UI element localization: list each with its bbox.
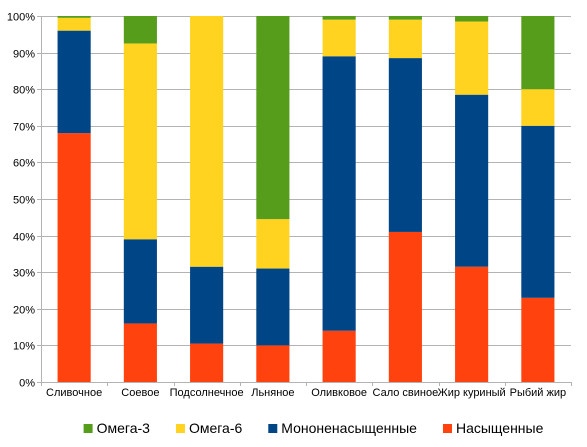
legend-item: Мононенасыщенные: [268, 420, 417, 436]
x-category-label: Оливковое: [311, 387, 367, 399]
bar-segment: [388, 231, 422, 382]
legend-item: Омега-6: [175, 420, 243, 436]
bar-segment: [322, 330, 356, 382]
bar-segment: [455, 266, 489, 382]
bar-segment: [521, 89, 555, 126]
bar-segment: [190, 266, 224, 344]
gridlines: [41, 16, 571, 383]
bar-segment: [57, 16, 91, 18]
legend-swatch: [442, 424, 452, 433]
y-tick-label: 70%: [13, 122, 35, 134]
y-tick-label: 0%: [19, 378, 35, 390]
y-tick-label: 20%: [13, 305, 35, 317]
x-category-label: Сливочное: [46, 387, 102, 399]
bar-segment: [57, 133, 91, 382]
y-tick-label: 90%: [13, 49, 35, 61]
bar-segment: [388, 58, 422, 232]
bar-segment: [123, 323, 157, 382]
legend-item: Насыщенные: [442, 420, 544, 436]
legend-label: Омега-6: [189, 420, 243, 436]
bar-segment: [123, 43, 157, 240]
legend-label: Мононенасыщенные: [281, 420, 417, 436]
bar-segment: [455, 16, 489, 22]
bar-segment: [322, 16, 356, 20]
y-tick-label: 80%: [13, 85, 35, 97]
bar-segment: [57, 17, 91, 31]
legend-swatch: [83, 424, 93, 433]
bar-segment: [123, 239, 157, 324]
x-category-label: Жир куриный: [438, 387, 506, 399]
bars: [57, 16, 555, 382]
x-category-label: Подсолнечное: [170, 387, 244, 399]
x-category-label: Соевое: [121, 387, 159, 399]
legend-label: Насыщенные: [456, 420, 544, 436]
y-tick-label: 40%: [13, 232, 35, 244]
bar-segment: [322, 19, 356, 57]
bar-segment: [190, 16, 224, 267]
axes: [41, 16, 571, 386]
bar-segment: [455, 94, 489, 267]
y-tick-label: 100%: [7, 12, 35, 24]
bar-segment: [256, 219, 290, 269]
bar-segment: [521, 125, 555, 298]
x-category-label: Рыбий жир: [510, 387, 567, 399]
y-tick-label: 60%: [13, 158, 35, 170]
legend-swatch: [175, 424, 185, 433]
bar-segment: [256, 345, 290, 382]
x-category-label: Льняное: [251, 387, 294, 399]
bar-segment: [521, 297, 555, 382]
bar-segment: [57, 30, 91, 134]
bar-segment: [256, 268, 290, 346]
bar-segment: [123, 16, 157, 44]
y-tick-label: 30%: [13, 268, 35, 280]
bar-segment: [455, 21, 489, 95]
x-category-label: Сало свиное: [373, 387, 439, 399]
y-axis-ticks: 0% 10% 20% 30% 40% 50% 60% 70% 80% 90% 100%: [7, 12, 41, 390]
y-tick-label: 50%: [13, 195, 35, 207]
bar-segment: [388, 19, 422, 59]
legend-label: Омега-3: [97, 420, 151, 436]
bar-segment: [388, 16, 422, 20]
y-tick-label: 10%: [13, 341, 35, 353]
legend-swatch: [268, 424, 278, 433]
bar-segment: [190, 343, 224, 382]
legend-item: Омега-3: [83, 420, 151, 436]
bar-segment: [256, 16, 290, 220]
x-axis-categories: Сливочное Соевое Подсолнечное Льняное Оливко…: [46, 382, 572, 399]
bar-segment: [322, 56, 356, 331]
legend: Омега-3 Омега-6 Мононенасыщенные Насыщенные: [83, 420, 544, 436]
bar-segment: [521, 16, 555, 90]
